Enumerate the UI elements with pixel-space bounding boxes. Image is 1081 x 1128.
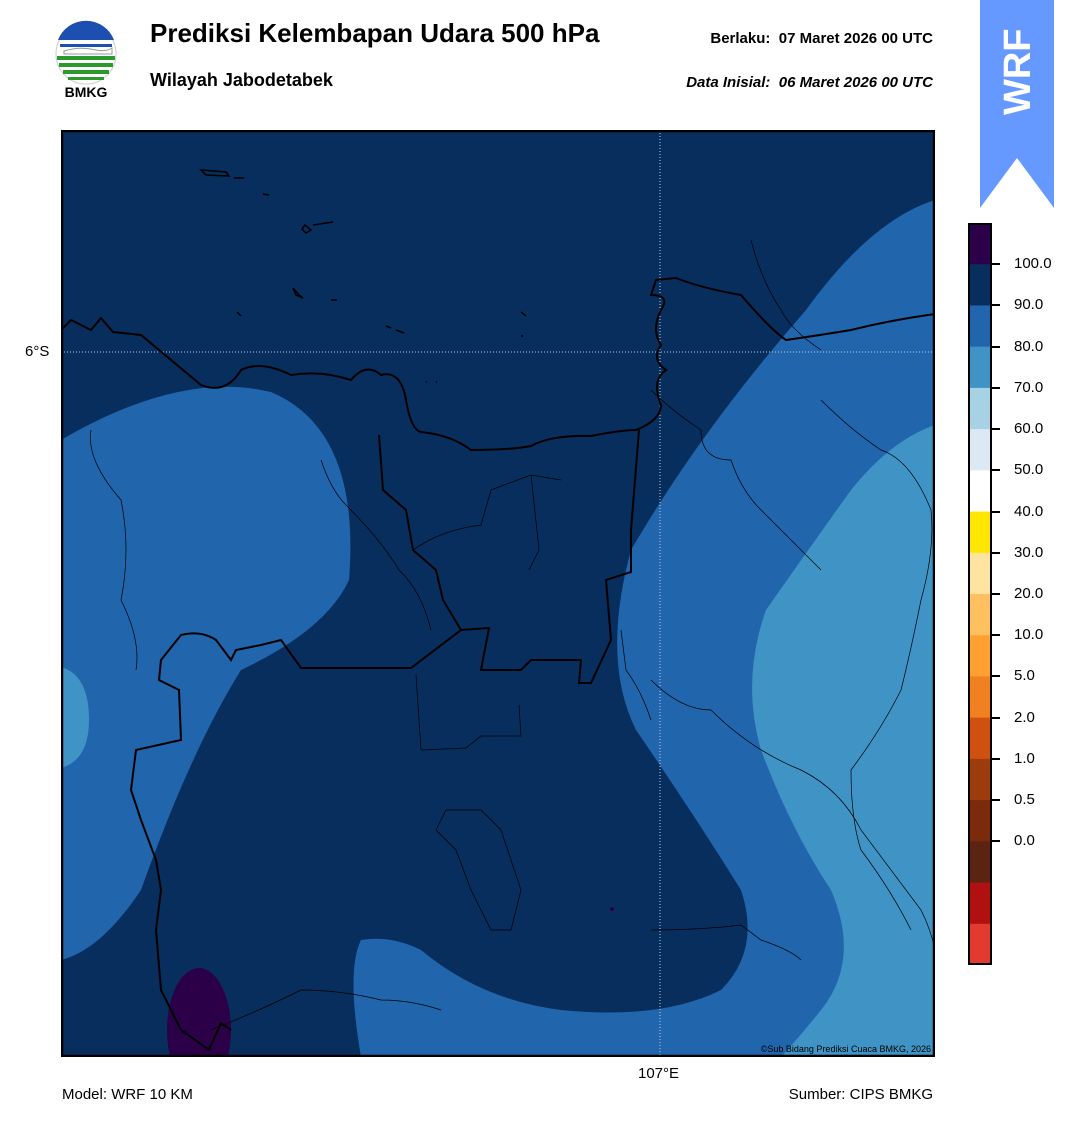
colorbar-segment <box>968 635 992 677</box>
colorbar-tick <box>992 304 1000 307</box>
wrf-banner-text: WRF <box>997 28 1039 115</box>
colorbar-tick <box>992 593 1000 595</box>
humidity-map: ©Sub Bidang Prediksi Cuaca BMKG, 2026 <box>61 130 935 1057</box>
colorbar-segment <box>968 470 992 513</box>
colorbar-label: 80.0 <box>1014 337 1044 355</box>
colorbar-tick <box>992 634 1000 637</box>
province-border-2 <box>129 629 462 1052</box>
colorbar-tick <box>992 428 1000 431</box>
model-label: Model: WRF 10 KM <box>62 1086 193 1103</box>
islands <box>199 169 527 383</box>
colorbar-tick <box>992 840 1000 843</box>
colorbar-segment <box>968 717 992 760</box>
colorbar-label: 50.0 <box>1014 461 1044 479</box>
colorbar-segment <box>968 841 992 884</box>
colorbar-tick <box>992 510 1000 513</box>
colorbar-label: 30.0 <box>1014 543 1044 561</box>
colorbar-segment <box>968 264 992 306</box>
map-credit: ©Sub Bidang Prediksi Cuaca BMKG, 2026 <box>761 1044 931 1054</box>
colorbar-segment <box>968 511 992 554</box>
colorbar-label: 0.5 <box>1014 791 1035 809</box>
map-title: Prediksi Kelembapan Udara 500 hPa <box>150 18 600 48</box>
field-80-90-east <box>353 200 935 1057</box>
wrf-banner-icon: WRF <box>980 0 1054 208</box>
colorbar <box>968 223 992 965</box>
field-70-80-east <box>752 425 935 1057</box>
colorbar-tick <box>992 757 1000 760</box>
regency-borders <box>90 239 935 1031</box>
colorbar-label: 40.0 <box>1014 502 1044 520</box>
colorbar-label: 0.0 <box>1014 832 1035 850</box>
colorbar-label: 5.0 <box>1014 667 1035 685</box>
colorbar-label: 2.0 <box>1014 708 1035 726</box>
colorbar-tick <box>992 799 1000 802</box>
colorbar-label: 70.0 <box>1014 378 1044 396</box>
colorbar-label: 10.0 <box>1014 626 1044 644</box>
colorbar-label: 20.0 <box>1014 585 1044 602</box>
colorbar-tick <box>992 263 1000 266</box>
colorbar-segment <box>968 882 992 925</box>
colorbar-tick <box>992 675 1000 678</box>
bmkg-logo-text: BMKG <box>64 84 108 100</box>
init-value: 06 Maret 2026 00 UTC <box>778 74 933 91</box>
colorbar-segment <box>968 552 992 595</box>
colorbar-tick <box>992 345 1000 348</box>
colorbar-label: 1.0 <box>1014 749 1035 767</box>
colorbar-segment <box>968 594 992 636</box>
colorbar-tick <box>992 386 1000 389</box>
colorbar-segment <box>968 923 992 965</box>
colorbar-tick <box>992 469 1000 472</box>
colorbar-tick <box>992 551 1000 554</box>
init-label: Data Inisial: <box>686 74 771 91</box>
colorbar-label: 90.0 <box>1014 296 1044 314</box>
colorbar-label: 100.0 <box>1014 255 1052 273</box>
colorbar-tick <box>992 716 1000 719</box>
lon-label: 107°E <box>638 1065 680 1082</box>
valid-label: Berlaku: <box>710 30 771 47</box>
coastline <box>61 276 935 452</box>
map-frame <box>61 130 935 1057</box>
colorbar-segment <box>968 676 992 719</box>
field-70-80-west <box>61 667 89 768</box>
field-80-90-west <box>61 386 351 960</box>
colorbar-segment <box>968 429 992 471</box>
field-spot <box>610 907 614 911</box>
map-subtitle: Wilayah Jabodetabek <box>150 70 333 90</box>
source-label: Sumber: CIPS BMKG <box>788 1086 933 1103</box>
colorbar-label: 60.0 <box>1014 420 1044 438</box>
colorbar-segment <box>968 223 992 265</box>
valid-time: Berlaku: 07 Maret 2026 00 UTC <box>710 30 933 47</box>
lat-label: 6°S <box>25 343 50 360</box>
colorbar-frame <box>968 223 992 965</box>
init-time: Data Inisial: 06 Maret 2026 00 UTC <box>686 74 933 91</box>
valid-value: 07 Maret 2026 00 UTC <box>778 30 933 47</box>
colorbar-segment <box>968 800 992 842</box>
colorbar-segment <box>968 387 992 430</box>
colorbar-segment <box>968 346 992 389</box>
colorbar-segment <box>968 758 992 801</box>
colorbar-segment <box>968 305 992 348</box>
bmkg-logo-icon <box>55 20 117 85</box>
